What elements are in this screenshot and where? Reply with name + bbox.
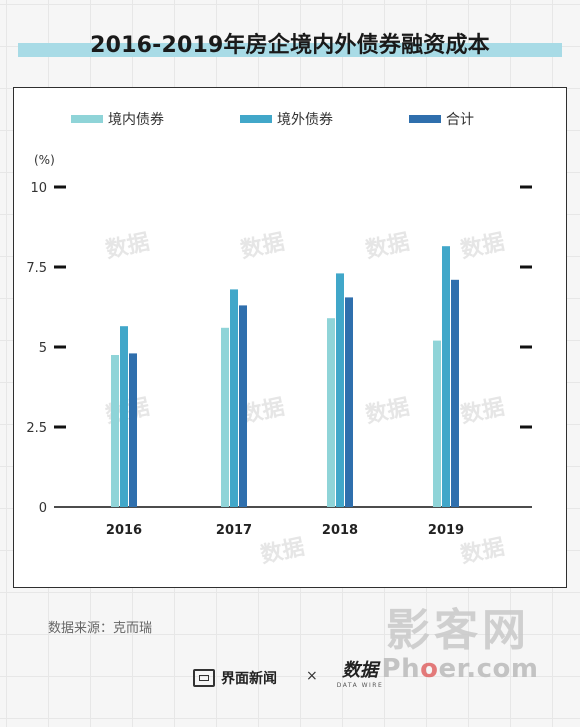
- bar: [230, 289, 238, 507]
- jiemian-brand-name: 界面新闻: [221, 671, 277, 687]
- y-tick-label: 5: [39, 341, 47, 356]
- bar: [451, 279, 459, 507]
- title-highlight-band: [18, 43, 562, 57]
- watermark-site-name: 影客网: [386, 605, 530, 656]
- y-tick-label: 7.5: [26, 261, 47, 276]
- watermark-site-url: Phoer.com: [372, 654, 548, 684]
- bar: [221, 327, 229, 507]
- x-tick-label: 2017: [216, 523, 252, 538]
- bar: [442, 246, 450, 507]
- watermark-text: 数据: [458, 534, 506, 569]
- legend-label: 合计: [446, 112, 474, 128]
- x-tick-label: 2016: [106, 523, 142, 538]
- y-tick-label: 10: [30, 181, 47, 196]
- legend-swatch: [240, 115, 272, 123]
- watermark-url-dot: o: [420, 654, 439, 684]
- chart-title: 2016-2019年房企境内外债券融资成本: [90, 33, 490, 58]
- datawire-brand-name: 数据: [342, 660, 378, 681]
- watermark-text: 数据: [103, 229, 151, 264]
- watermark-text: 数据: [458, 394, 506, 429]
- bar: [336, 273, 344, 507]
- watermark-url-suffix: er.com: [438, 654, 539, 684]
- bar: [111, 355, 119, 507]
- chart-panel: 数据数据数据数据数据数据数据数据数据数据境内债券境外债券合计(%)02.557.…: [13, 87, 567, 588]
- y-tick-label: 2.5: [26, 421, 47, 436]
- brand-separator: ×: [306, 668, 318, 684]
- watermark-text: 数据: [363, 229, 411, 264]
- x-tick-label: 2019: [428, 523, 464, 538]
- legend-label: 境内债券: [108, 112, 164, 128]
- y-tick-label: 0: [39, 501, 47, 516]
- watermark-text: 数据: [458, 229, 506, 264]
- legend-swatch: [71, 115, 103, 123]
- watermark-text: 数据: [363, 394, 411, 429]
- watermark-text: 数据: [258, 534, 306, 569]
- jiemian-brand: 界面新闻: [193, 666, 277, 690]
- bar: [345, 297, 353, 507]
- watermark-url-prefix: Ph: [381, 654, 421, 684]
- jiemian-logo-icon: [193, 669, 215, 687]
- watermark-text: 数据: [238, 229, 286, 264]
- footer-branding: 界面新闻 × 数据 DATA WIRE: [0, 660, 580, 690]
- data-source-note: 数据来源：克而瑞: [48, 621, 153, 636]
- datawire-brand: 数据 DATA WIRE: [330, 660, 390, 690]
- datawire-brand-subtitle: DATA WIRE: [336, 682, 384, 689]
- bar: [239, 305, 247, 507]
- bar: [129, 353, 137, 507]
- legend-swatch: [409, 115, 441, 123]
- y-axis-unit-label: (%): [34, 153, 55, 167]
- bar: [433, 340, 441, 507]
- bar: [327, 318, 335, 507]
- bar: [120, 326, 128, 507]
- x-tick-label: 2018: [322, 523, 358, 538]
- bar-chart: 数据数据数据数据数据数据数据数据数据数据境内债券境外债券合计(%)02.557.…: [26, 112, 532, 569]
- legend-label: 境外债券: [277, 112, 333, 128]
